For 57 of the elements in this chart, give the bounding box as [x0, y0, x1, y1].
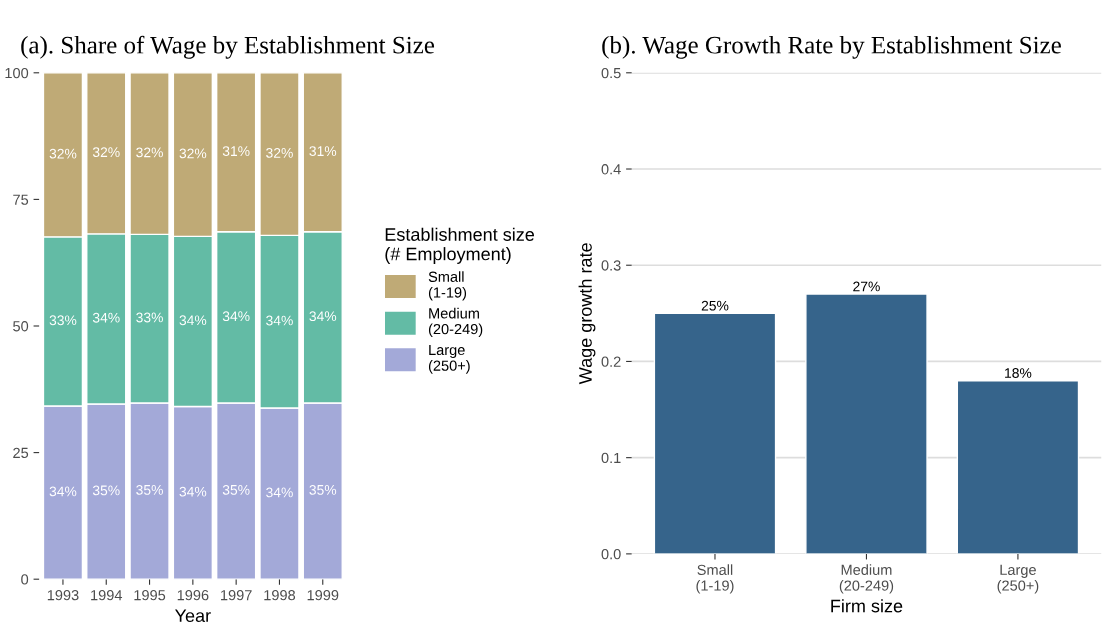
data-label: 31%	[222, 146, 250, 157]
x-tick-label: 1995	[134, 590, 166, 601]
bar	[805, 293, 928, 554]
chart-title: (a). Share of Wage by Establishment Size	[21, 35, 435, 59]
data-label: 34%	[179, 315, 207, 326]
y-tick-label: 25	[13, 447, 29, 459]
x-tick-label: 1996	[177, 590, 209, 601]
data-label: 32%	[92, 147, 120, 158]
data-label: 34%	[49, 486, 77, 497]
y-tick-label: 0.4	[601, 164, 621, 175]
data-label: 32%	[266, 147, 293, 158]
data-label: 32%	[136, 147, 163, 158]
bar	[653, 312, 777, 554]
chart-title: (b). Wage Growth Rate by Establishment Size	[602, 36, 1061, 59]
x-axis-title: Year	[175, 609, 211, 623]
data-label: 34%	[266, 315, 293, 326]
data-label: 35%	[309, 484, 337, 495]
data-label: 35%	[222, 484, 250, 495]
x-axis-title: Firm size	[831, 599, 903, 613]
x-tick-label: Small (1-19)	[696, 564, 734, 594]
legend-label: Small (1-19)	[428, 271, 467, 301]
data-label: 18%	[1005, 368, 1032, 378]
y-tick-label: 0	[21, 574, 29, 585]
data-label: 32%	[179, 148, 207, 159]
x-tick-label: 1998	[264, 590, 296, 601]
x-tick-label: 1997	[221, 590, 252, 601]
y-tick-label: 50	[13, 321, 29, 332]
y-tick-label: 0.2	[601, 356, 621, 367]
data-label: 33%	[136, 312, 163, 323]
data-label: 34%	[222, 311, 250, 322]
x-tick-label: Medium (20-249)	[839, 564, 894, 594]
bar	[956, 379, 1080, 554]
legend-label: Medium (20-249)	[428, 307, 483, 338]
data-label: 25%	[701, 300, 729, 311]
y-tick-label: 75	[13, 194, 29, 205]
y-tick-label: 0.5	[601, 67, 621, 79]
data-label: 34%	[309, 311, 337, 322]
data-label: 31%	[309, 146, 337, 157]
y-tick-label: 0.0	[601, 548, 621, 560]
legend-title: Establishment size (# Employment)	[385, 227, 535, 264]
data-label: 32%	[49, 148, 77, 159]
y-tick-label: 100	[5, 67, 29, 79]
y-axis-title: Wage growth rate	[578, 243, 596, 385]
legend-label: Large (250+)	[428, 344, 470, 374]
data-label: 33%	[49, 315, 77, 326]
x-tick-label: 1999	[307, 590, 339, 601]
data-label: 34%	[266, 487, 293, 498]
data-label: 34%	[179, 486, 207, 497]
y-tick-label: 0.1	[601, 452, 621, 464]
data-label: 35%	[92, 485, 120, 496]
x-tick-label: Large (250+)	[997, 564, 1039, 594]
data-label: 27%	[853, 281, 880, 292]
data-label: 35%	[136, 484, 163, 495]
x-tick-label: 1994	[91, 590, 123, 601]
y-tick-label: 0.3	[601, 260, 621, 271]
data-label: 34%	[92, 312, 120, 323]
x-tick-label: 1993	[47, 590, 79, 601]
